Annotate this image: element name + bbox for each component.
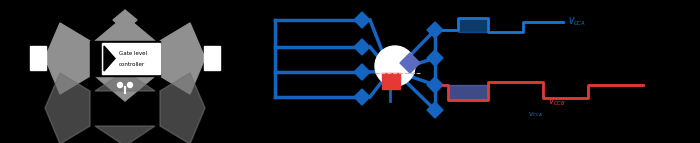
Bar	[90, 41, 160, 76]
Bar	[382, 73, 400, 89]
Polygon shape	[458, 18, 488, 32]
Polygon shape	[443, 85, 488, 100]
Polygon shape	[95, 126, 155, 143]
Polygon shape	[354, 89, 370, 105]
Polygon shape	[45, 73, 90, 143]
Bar	[102, 43, 160, 74]
Bar	[30, 46, 46, 70]
Polygon shape	[113, 10, 137, 30]
Polygon shape	[354, 12, 370, 28]
Circle shape	[118, 83, 122, 88]
Polygon shape	[427, 77, 443, 93]
Polygon shape	[427, 102, 443, 118]
Polygon shape	[400, 53, 420, 73]
Text: $V_{CCA}$: $V_{CCA}$	[568, 16, 586, 28]
Text: $V_{CCB}$: $V_{CCB}$	[548, 96, 566, 108]
Polygon shape	[160, 73, 205, 143]
Polygon shape	[160, 23, 205, 94]
Polygon shape	[45, 23, 90, 94]
Polygon shape	[104, 46, 115, 71]
Text: controller: controller	[119, 62, 145, 67]
Polygon shape	[354, 39, 370, 55]
Text: Gate level: Gate level	[119, 51, 147, 56]
Circle shape	[127, 83, 132, 88]
Polygon shape	[427, 22, 443, 38]
Circle shape	[375, 46, 415, 86]
Polygon shape	[95, 76, 155, 101]
Polygon shape	[95, 71, 155, 91]
Polygon shape	[95, 16, 155, 41]
Polygon shape	[427, 50, 443, 66]
Bar	[204, 46, 220, 70]
Text: $V_{CCA}$: $V_{CCA}$	[528, 111, 543, 119]
Polygon shape	[354, 64, 370, 80]
